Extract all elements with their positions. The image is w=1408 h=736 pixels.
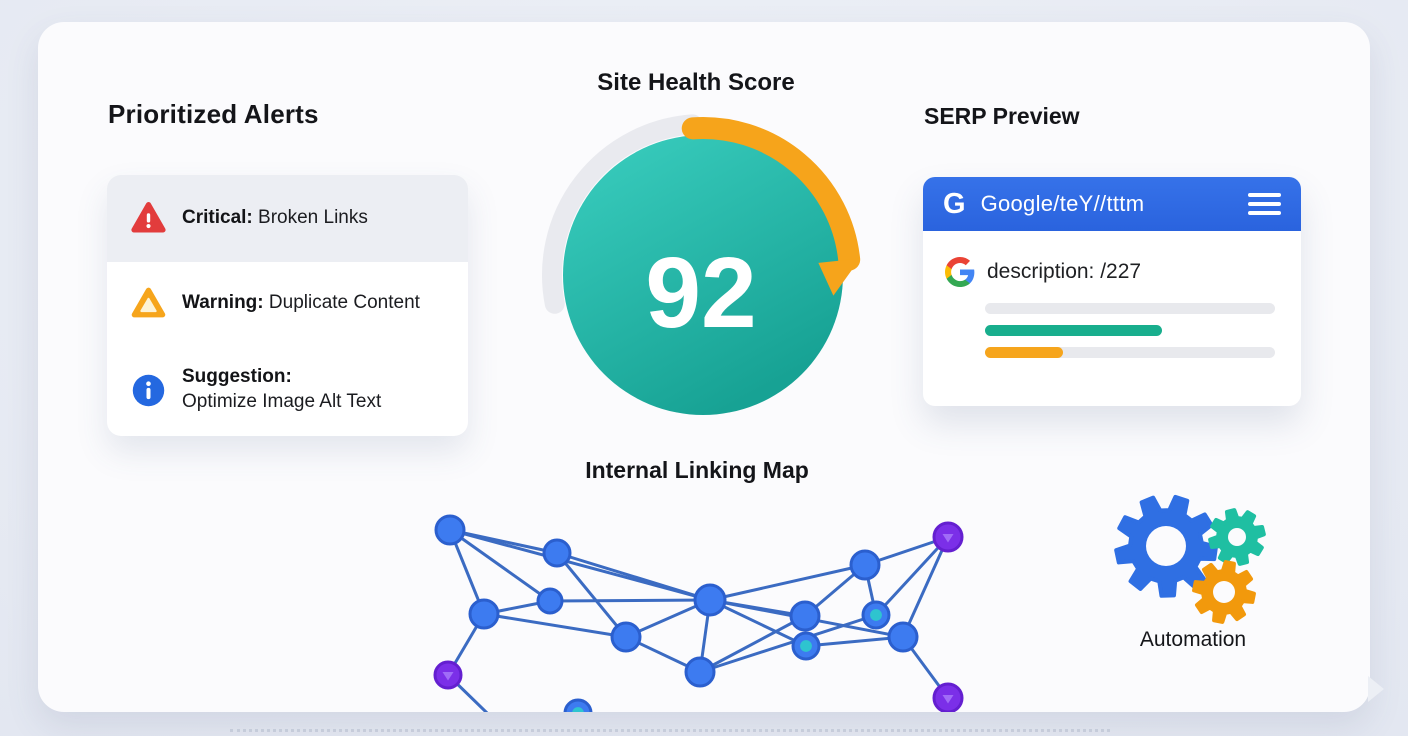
alert-item-critical[interactable]: Critical: Broken Links	[107, 175, 468, 262]
graph-node-core	[870, 609, 882, 621]
gauge-arrowhead-icon	[818, 258, 861, 296]
serp-line-track	[985, 347, 1275, 358]
serp-result-area: description: /227	[923, 231, 1301, 358]
alert-item-warning[interactable]: Warning: Duplicate Content	[107, 262, 468, 344]
alerts-panel: Critical: Broken Links Warning: Duplicat…	[107, 175, 468, 436]
serp-address-text: Google/teY//tttm	[980, 191, 1145, 216]
graph-edge	[709, 598, 807, 648]
gauge-circle	[563, 135, 843, 415]
graph-edge	[556, 551, 711, 602]
site-health-gauge: 92	[542, 114, 861, 415]
serp-preview-card: G Google/teY//tttm description: /227	[923, 177, 1301, 406]
graph-edge	[805, 635, 904, 648]
graph-node-blue	[542, 538, 572, 568]
gauge-track-arc	[542, 114, 703, 314]
graph-edge	[709, 563, 866, 602]
graph-edge	[901, 536, 950, 638]
alert-critical-desc: Broken Links	[258, 207, 368, 229]
graph-edge	[874, 535, 950, 617]
graph-edge	[449, 528, 551, 603]
graph-node-core	[442, 672, 454, 681]
orange-gear-icon-hole	[1213, 581, 1235, 603]
graph-node-blue	[849, 549, 881, 581]
alert-suggestion-label: Suggestion:	[182, 366, 292, 388]
serp-snippet-lines	[985, 303, 1275, 358]
automation-gears-icon	[1114, 494, 1266, 624]
health-section-title: Site Health Score	[597, 69, 795, 96]
graph-node-blue	[887, 621, 919, 653]
bottom-dotted-line	[230, 729, 1110, 732]
warning-triangle-icon	[131, 287, 166, 317]
graph-edge	[549, 598, 711, 603]
teal-gear-icon-hole	[1228, 528, 1246, 546]
internal-linking-graph	[433, 514, 964, 712]
serp-snippet-line-teal	[985, 325, 1275, 336]
graph-node-blue	[684, 656, 716, 688]
serp-line-fill	[985, 347, 1064, 358]
graph-node-core	[942, 534, 954, 543]
google-g-white-icon: G	[943, 187, 966, 220]
linking-map-title: Internal Linking Map	[585, 457, 809, 483]
serp-snippet-line-orange	[985, 347, 1275, 358]
graph-node-blue	[536, 587, 564, 615]
graph-node-blue	[434, 514, 466, 546]
alert-warning-desc: Duplicate Content	[268, 291, 420, 313]
serp-snippet-line-gray	[985, 303, 1275, 314]
alert-suggestion-text: Suggestion: Optimize Image Alt Text	[182, 365, 381, 414]
graph-node-blue	[468, 598, 500, 630]
health-score-value: 92	[645, 237, 756, 349]
serp-line-fill	[985, 303, 1275, 314]
graph-node-teal	[563, 698, 593, 712]
alert-warning-text: Warning: Duplicate Content	[182, 291, 420, 316]
graph-edge	[483, 612, 627, 639]
graph-node-blue	[610, 621, 642, 653]
alert-critical-label: Critical:	[182, 207, 253, 229]
graph-edge	[699, 613, 877, 674]
card-edge-artifact	[1368, 676, 1384, 702]
alert-item-suggestion[interactable]: Suggestion: Optimize Image Alt Text	[107, 344, 468, 436]
blue-gear-icon-hole	[1146, 526, 1186, 566]
critical-triangle-icon	[131, 202, 166, 233]
info-circle-icon	[132, 374, 165, 406]
graph-node-core	[800, 640, 812, 652]
alert-warning-label: Warning:	[182, 291, 264, 313]
hamburger-menu-icon[interactable]	[1248, 189, 1281, 219]
serp-result-title: description: /227	[987, 260, 1142, 283]
alert-suggestion-desc: Optimize Image Alt Text	[182, 391, 382, 412]
serp-line-fill	[985, 325, 1162, 336]
gauge-arcs	[542, 114, 861, 314]
gauge-progress-arc	[681, 117, 861, 271]
graph-node-blue	[789, 600, 821, 632]
graph-edge	[555, 552, 628, 638]
graph-node-core	[572, 707, 584, 712]
dashboard-card: Prioritized Alerts Critical: Broken Link…	[38, 22, 1384, 712]
graph-edge	[449, 528, 711, 602]
automation-label: Automation	[1139, 628, 1247, 651]
alert-critical-text: Critical: Broken Links	[182, 206, 368, 231]
graph-edge	[446, 673, 489, 712]
graph-node-core	[942, 695, 954, 704]
alerts-section-title: Prioritized Alerts	[108, 99, 319, 129]
serp-result-row: description: /227	[945, 257, 1279, 287]
google-g-logo-icon	[945, 257, 975, 287]
graph-node-blue	[693, 583, 727, 617]
graph-edge	[699, 614, 806, 674]
serp-section-title: SERP Preview	[924, 103, 1080, 129]
serp-browser-bar: G Google/teY//tttm	[923, 177, 1301, 231]
